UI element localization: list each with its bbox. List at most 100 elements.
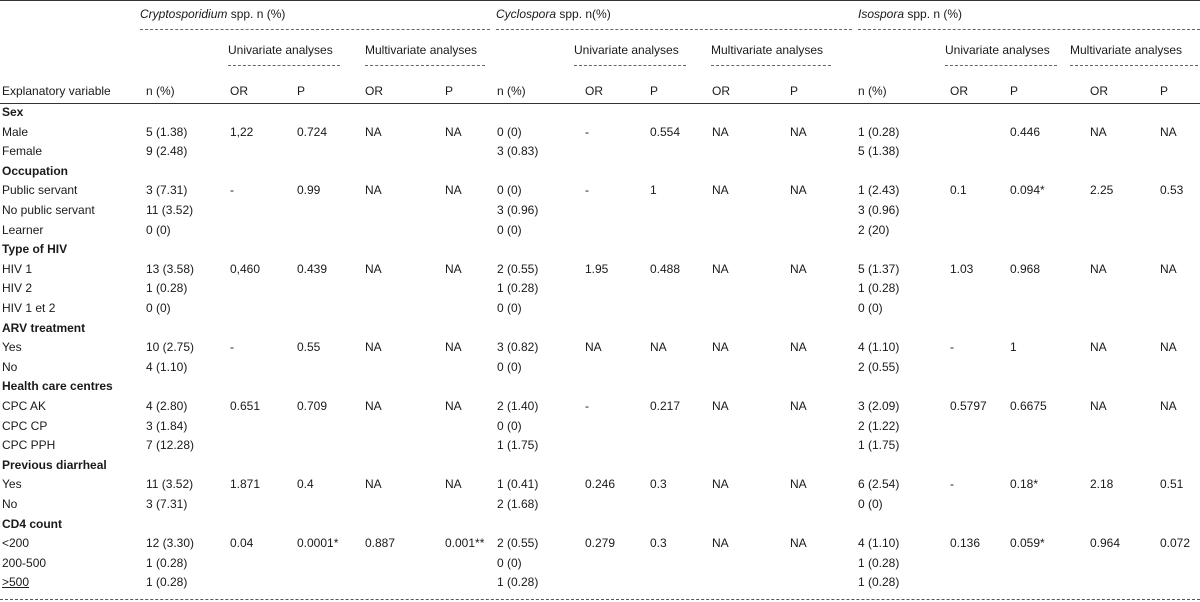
table-cell: 0 (0): [497, 359, 522, 374]
table-cell: 11 (3.52): [146, 203, 194, 217]
table-cell: NA: [1160, 340, 1177, 355]
row-label: No public servant: [2, 203, 95, 217]
column-header: OR: [950, 84, 968, 98]
table-cell: 3 (7.31): [146, 497, 188, 511]
table-cell: 0.99: [297, 183, 321, 198]
table-cell: 0.51: [1160, 477, 1184, 492]
table-cell: 11 (3.52): [146, 477, 194, 492]
table-cell: 0.4: [297, 477, 314, 492]
subheader-multivariate: Multivariate analyses: [1070, 43, 1183, 57]
table-cell: 0.446: [1010, 124, 1041, 139]
table-cell: NA: [790, 340, 807, 355]
table-cell: -: [585, 124, 589, 139]
table-cell: 0,460: [230, 261, 261, 276]
subheader-multivariate: Multivariate analyses: [365, 43, 478, 57]
table-cell: 3 (2.09): [858, 399, 900, 413]
section-label: Previous diarrheal: [2, 457, 107, 472]
table-cell: 1 (0.28): [858, 555, 900, 570]
row-label: CPC PPH: [2, 438, 56, 453]
table-cell: NA: [712, 340, 729, 355]
table-cell: -: [585, 183, 589, 198]
table-cell: 1.95: [585, 261, 609, 276]
table-cell: 3 (1.84): [146, 418, 188, 433]
table-cell: NA: [445, 124, 462, 139]
table-cell: NA: [712, 477, 729, 492]
row-label: HIV 1: [2, 261, 33, 276]
table-cell: 1.871: [230, 477, 261, 492]
table-cell: -: [950, 477, 954, 492]
table-cell: 0.001**: [445, 536, 485, 551]
table-cell: 3 (0.96): [858, 203, 900, 217]
table-cell: NA: [365, 261, 382, 276]
table-cell: 0.3: [650, 536, 667, 551]
row-label: Male: [2, 124, 29, 139]
table-cell: NA: [712, 399, 729, 413]
table-cell: 4 (2.80): [146, 399, 188, 413]
table-cell: 0 (0): [858, 301, 883, 315]
table-cell: 2 (0.55): [497, 261, 539, 276]
table-cell: 0 (0): [146, 222, 171, 237]
table-cell: -: [230, 340, 234, 355]
subheader-multivariate: Multivariate analyses: [711, 43, 824, 57]
table-cell: 3 (7.31): [146, 183, 188, 198]
table-cell: NA: [712, 536, 729, 551]
table-cell: 0 (0): [497, 183, 522, 198]
section-label: Health care centres: [2, 379, 113, 394]
column-header: n (%): [146, 84, 175, 98]
row-label: No: [2, 497, 18, 511]
table-cell: NA: [712, 124, 729, 139]
table-cell: 1: [650, 183, 657, 198]
table-cell: NA: [1090, 124, 1107, 139]
table-cell: NA: [445, 477, 462, 492]
table-cell: NA: [790, 477, 807, 492]
table-cell: 0.3: [650, 477, 667, 492]
group-title-cyclospora: Cyclospora spp. n(%): [496, 7, 611, 21]
table-cell: NA: [365, 340, 382, 355]
table-cell: NA: [712, 183, 729, 198]
table-cell: 0.488: [650, 261, 681, 276]
subheader-underline: [228, 65, 340, 66]
table-cell: 0.059*: [1010, 536, 1045, 551]
table-cell: 1 (1.75): [858, 438, 900, 453]
table-cell: 0.072: [1160, 536, 1191, 551]
table-cell: 5 (1.37): [858, 261, 900, 276]
group-title-isospora: Isospora spp. n (%): [858, 7, 963, 21]
subheader-underline: [574, 65, 686, 66]
table-cell: 0 (0): [497, 124, 522, 139]
table-cell: 13 (3.58): [146, 261, 195, 276]
table-cell: NA: [445, 399, 462, 413]
table-cell: NA: [790, 536, 807, 551]
row-label: HIV 2: [2, 281, 33, 296]
column-header: n (%): [497, 84, 526, 98]
table-cell: 1 (0.28): [858, 281, 900, 296]
table-cell: NA: [1160, 124, 1177, 139]
table-cell: NA: [365, 399, 382, 413]
table-cell: 0.1: [950, 183, 967, 198]
row-label: >500: [2, 575, 30, 590]
table-cell: -: [230, 183, 234, 198]
table-cell: 0.246: [585, 477, 616, 492]
table-cell: 1 (0.41): [497, 477, 539, 492]
column-header: P: [297, 84, 306, 98]
table-cell: 1 (0.28): [858, 124, 900, 139]
column-header: OR: [1090, 84, 1108, 98]
row-label: Public servant: [2, 183, 78, 198]
column-header: OR: [585, 84, 603, 98]
column-header: P: [1160, 84, 1169, 98]
table-cell: 1 (0.28): [497, 281, 539, 296]
table-cell: 1 (0.28): [146, 281, 188, 296]
table-cell: 2 (1.40): [497, 399, 539, 413]
table-cell: NA: [445, 183, 462, 198]
table-cell: NA: [445, 340, 462, 355]
column-header: OR: [365, 84, 383, 98]
table-cell: 0 (0): [146, 301, 171, 315]
column-header: P: [650, 84, 659, 98]
row-label: Learner: [2, 222, 44, 237]
table-cell: 0 (0): [858, 497, 883, 511]
group-underline: [140, 29, 490, 30]
table-cell: -: [950, 340, 954, 355]
table-cell: NA: [1160, 261, 1177, 276]
table-cell: NA: [790, 124, 807, 139]
table-cell: 5 (1.38): [858, 144, 900, 159]
table-cell: 0.439: [297, 261, 328, 276]
